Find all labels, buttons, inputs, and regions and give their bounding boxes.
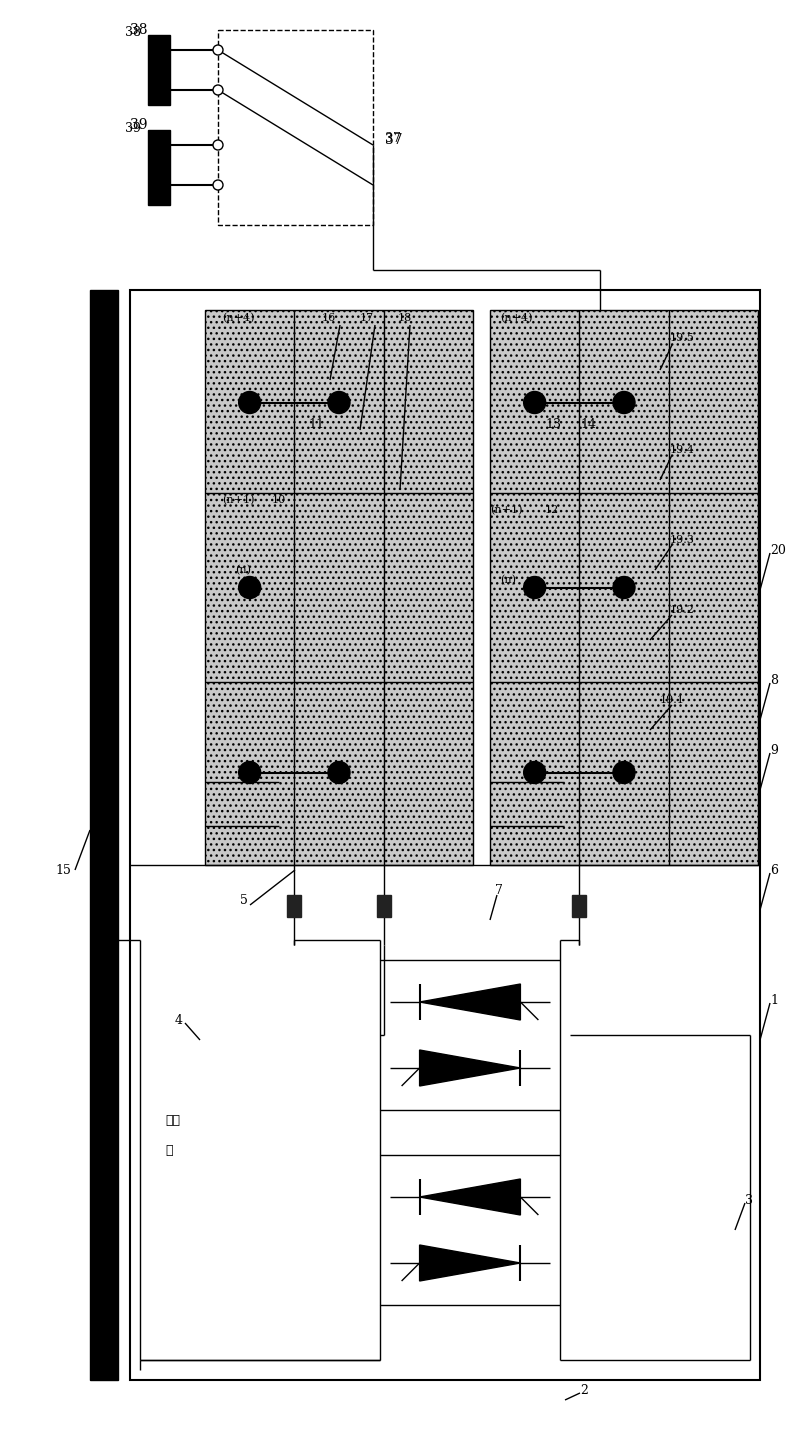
- Circle shape: [613, 576, 635, 598]
- Circle shape: [613, 761, 635, 784]
- Circle shape: [238, 761, 261, 784]
- Polygon shape: [420, 1179, 520, 1215]
- Text: 38: 38: [125, 26, 141, 39]
- Text: 变压: 变压: [165, 1114, 180, 1127]
- Text: 19.5: 19.5: [670, 333, 695, 343]
- Bar: [287, 895, 302, 916]
- Bar: [490, 310, 758, 865]
- Text: 7: 7: [495, 883, 503, 896]
- Bar: [148, 130, 170, 205]
- Bar: [205, 310, 473, 865]
- Text: (n+1): (n+1): [222, 494, 254, 506]
- Text: 19.4: 19.4: [670, 445, 695, 455]
- Text: 19.1: 19.1: [660, 695, 685, 705]
- Text: (n+4): (n+4): [222, 313, 254, 323]
- Circle shape: [213, 180, 223, 190]
- Text: (n+4): (n+4): [500, 313, 533, 323]
- Text: 18: 18: [398, 313, 412, 323]
- Circle shape: [524, 576, 546, 598]
- Circle shape: [213, 85, 223, 95]
- Text: 15: 15: [55, 863, 71, 876]
- Text: 17: 17: [360, 313, 374, 323]
- Text: 37: 37: [385, 133, 402, 147]
- Text: 6: 6: [770, 863, 778, 876]
- Text: 12: 12: [545, 504, 559, 514]
- Bar: [377, 895, 390, 916]
- Circle shape: [328, 392, 350, 414]
- Text: (n+1): (n+1): [490, 504, 522, 514]
- Bar: [380, 960, 560, 1110]
- Circle shape: [524, 761, 546, 784]
- Circle shape: [613, 392, 635, 414]
- Text: 器: 器: [165, 1144, 173, 1157]
- Text: 3: 3: [745, 1193, 753, 1206]
- Text: 5: 5: [240, 893, 248, 906]
- Circle shape: [328, 761, 350, 784]
- Circle shape: [238, 392, 261, 414]
- Bar: [380, 1156, 560, 1306]
- Polygon shape: [420, 1245, 520, 1281]
- Text: 11: 11: [308, 418, 324, 431]
- Text: 2: 2: [580, 1383, 588, 1396]
- Bar: [130, 290, 760, 1380]
- Text: 37: 37: [385, 131, 401, 144]
- Bar: [218, 30, 373, 225]
- Text: 16: 16: [322, 313, 336, 323]
- Circle shape: [238, 576, 261, 598]
- Circle shape: [524, 392, 546, 414]
- Circle shape: [213, 45, 223, 55]
- Text: 19.3: 19.3: [670, 535, 695, 545]
- Bar: [572, 895, 586, 916]
- Text: 8: 8: [770, 673, 778, 686]
- Text: 14: 14: [580, 418, 596, 431]
- Text: 20: 20: [770, 543, 786, 556]
- Text: 9: 9: [770, 744, 778, 757]
- Bar: [148, 35, 170, 105]
- Text: 4: 4: [175, 1013, 183, 1026]
- Text: 38: 38: [130, 23, 147, 37]
- Text: (n): (n): [235, 565, 251, 575]
- Text: 10: 10: [272, 496, 286, 504]
- Text: (n): (n): [500, 575, 516, 585]
- Text: 13: 13: [545, 418, 561, 431]
- Bar: [90, 290, 118, 1380]
- Text: 1: 1: [770, 993, 778, 1006]
- Text: 39: 39: [125, 121, 141, 134]
- Text: 39: 39: [130, 118, 147, 133]
- Text: 19.2: 19.2: [670, 605, 695, 615]
- Polygon shape: [420, 1050, 520, 1087]
- Circle shape: [213, 140, 223, 150]
- Polygon shape: [420, 984, 520, 1020]
